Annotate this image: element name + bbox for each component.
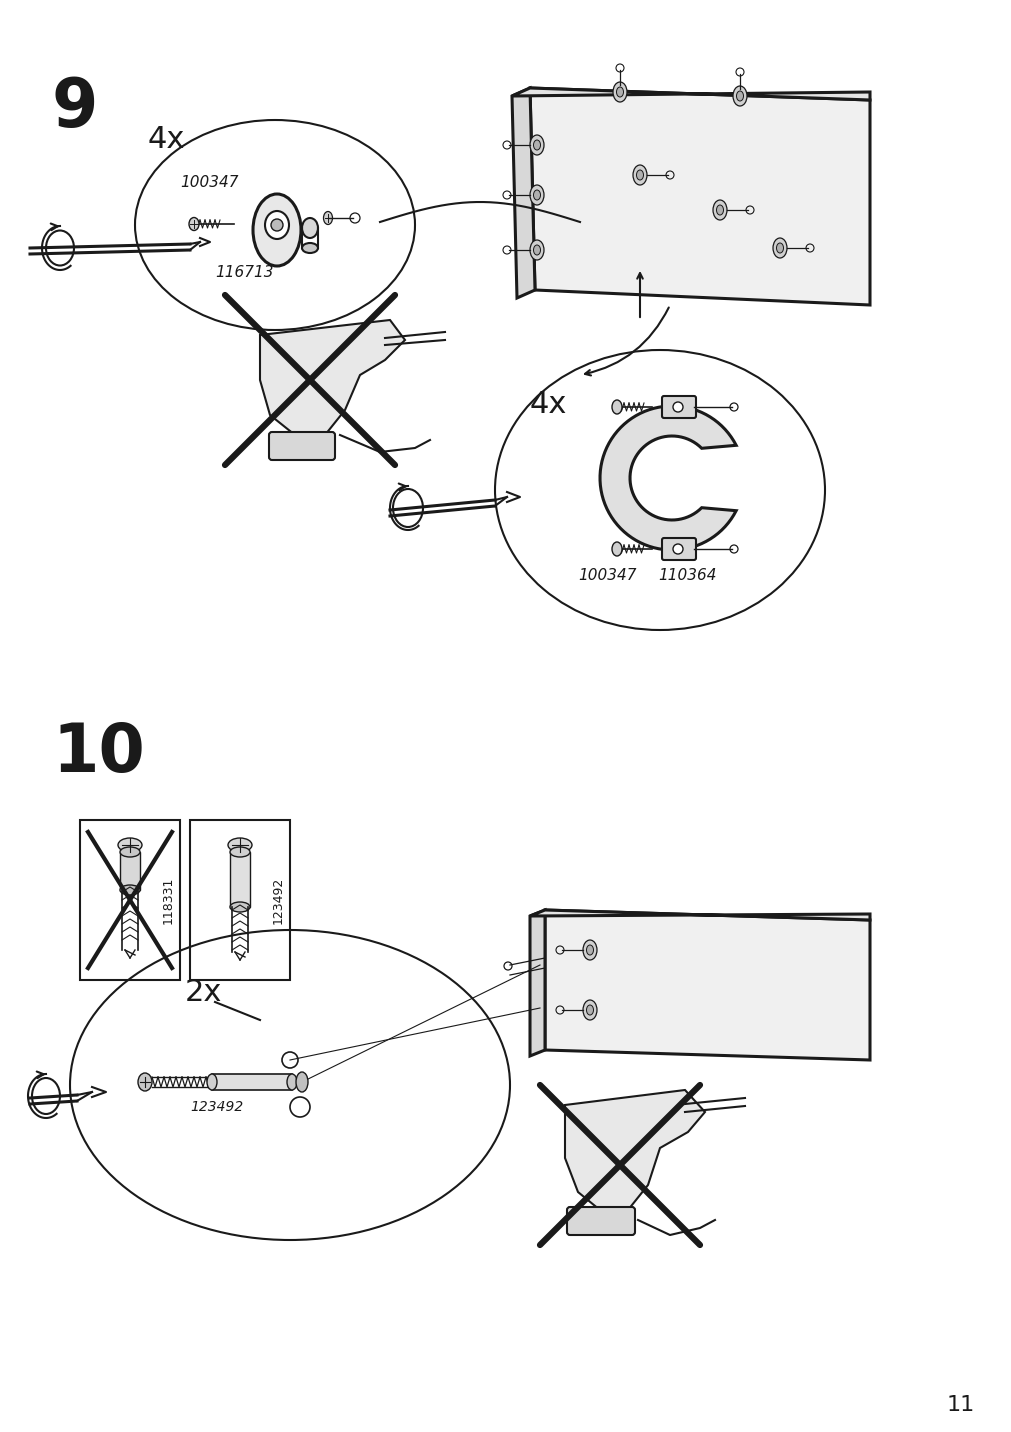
Text: 118331: 118331: [162, 876, 174, 924]
FancyBboxPatch shape: [566, 1207, 634, 1234]
Text: 110364: 110364: [657, 569, 716, 583]
Ellipse shape: [736, 92, 743, 102]
Polygon shape: [564, 1090, 705, 1210]
Ellipse shape: [137, 1073, 152, 1091]
Circle shape: [271, 219, 283, 231]
Ellipse shape: [713, 200, 726, 221]
Polygon shape: [512, 87, 535, 298]
Ellipse shape: [301, 218, 317, 238]
Polygon shape: [530, 909, 545, 1055]
Ellipse shape: [612, 541, 622, 556]
Ellipse shape: [295, 1073, 307, 1093]
Polygon shape: [530, 909, 869, 919]
Ellipse shape: [716, 205, 723, 215]
Ellipse shape: [120, 846, 140, 856]
Ellipse shape: [632, 165, 646, 185]
Text: 11: 11: [946, 1395, 974, 1415]
Text: 100347: 100347: [577, 569, 636, 583]
Ellipse shape: [287, 1074, 296, 1090]
Ellipse shape: [530, 185, 544, 205]
Ellipse shape: [533, 245, 540, 255]
Ellipse shape: [530, 241, 544, 261]
Text: 9: 9: [52, 74, 98, 140]
Text: 100347: 100347: [180, 175, 239, 190]
Ellipse shape: [775, 243, 783, 253]
Text: 123492: 123492: [190, 1100, 243, 1114]
Ellipse shape: [582, 1000, 596, 1020]
FancyBboxPatch shape: [661, 538, 696, 560]
Text: 123492: 123492: [271, 876, 284, 924]
Ellipse shape: [118, 838, 142, 852]
Bar: [211, 1074, 292, 1090]
Circle shape: [672, 544, 682, 554]
Ellipse shape: [533, 190, 540, 200]
Ellipse shape: [530, 135, 544, 155]
Polygon shape: [545, 909, 869, 1060]
PathPatch shape: [600, 407, 735, 550]
FancyBboxPatch shape: [661, 397, 696, 418]
Text: 2x: 2x: [185, 978, 222, 1007]
Circle shape: [290, 1097, 309, 1117]
Bar: [120, 852, 140, 891]
Text: 116713: 116713: [214, 265, 273, 281]
Ellipse shape: [227, 838, 252, 852]
Ellipse shape: [772, 238, 787, 258]
Bar: [190, 821, 290, 979]
Ellipse shape: [301, 243, 317, 253]
Polygon shape: [260, 319, 404, 435]
Ellipse shape: [613, 82, 627, 102]
Ellipse shape: [636, 170, 643, 180]
Ellipse shape: [229, 846, 250, 856]
Ellipse shape: [612, 400, 622, 414]
Polygon shape: [512, 87, 869, 100]
FancyBboxPatch shape: [269, 432, 335, 460]
Ellipse shape: [586, 945, 592, 955]
Polygon shape: [530, 87, 869, 305]
Ellipse shape: [229, 902, 250, 912]
Ellipse shape: [120, 885, 140, 895]
Bar: [80, 821, 180, 979]
Text: 4x: 4x: [148, 125, 185, 155]
Text: 10: 10: [52, 720, 145, 786]
Ellipse shape: [265, 211, 289, 239]
Ellipse shape: [207, 1074, 216, 1090]
Ellipse shape: [582, 939, 596, 959]
Text: 4x: 4x: [530, 390, 567, 420]
Circle shape: [672, 402, 682, 412]
Ellipse shape: [616, 87, 623, 97]
Ellipse shape: [586, 1005, 592, 1015]
Bar: [229, 852, 250, 906]
Ellipse shape: [189, 218, 199, 231]
Ellipse shape: [533, 140, 540, 150]
Ellipse shape: [324, 212, 333, 225]
Ellipse shape: [732, 86, 746, 106]
Ellipse shape: [253, 193, 300, 266]
